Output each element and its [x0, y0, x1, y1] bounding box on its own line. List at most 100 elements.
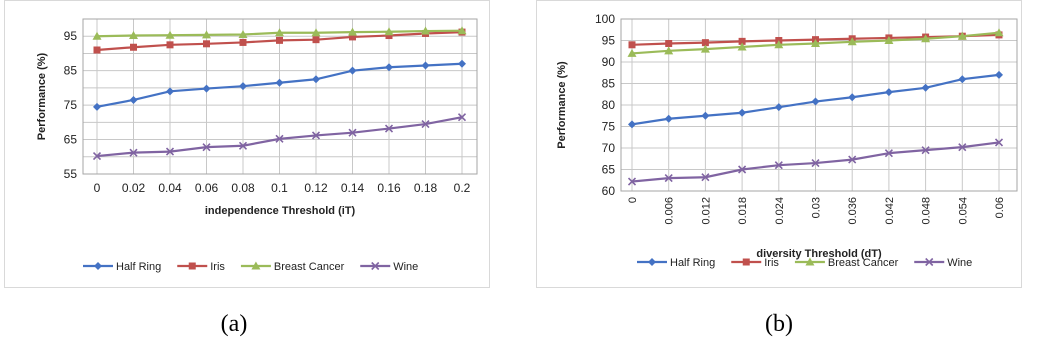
- data-point-breast-cancer: [384, 27, 394, 36]
- x-tick-label: 0.036: [847, 197, 859, 225]
- data-point-iris: [701, 39, 709, 47]
- data-point-half-ring: [93, 102, 101, 111]
- data-point-wine: [92, 152, 102, 161]
- data-point-half-ring: [129, 95, 138, 104]
- data-point-breast-cancer: [811, 39, 820, 48]
- x-tick-label: 0.18: [414, 181, 438, 195]
- legend-marker-breast-cancer: [251, 261, 261, 270]
- y-tick-label: 60: [602, 184, 616, 198]
- data-point-breast-cancer: [700, 44, 710, 53]
- data-point-wine: [994, 138, 1004, 147]
- data-point-breast-cancer: [457, 26, 467, 35]
- y-tick-label: 75: [64, 98, 78, 112]
- legend-label-wine: Wine: [393, 261, 418, 273]
- data-point-half-ring: [458, 59, 466, 68]
- data-point-breast-cancer: [847, 37, 857, 46]
- data-point-wine: [627, 177, 637, 186]
- x-tick-label: 0.08: [231, 181, 255, 195]
- legend-item-wine: Wine: [360, 261, 418, 273]
- plot-area-border: [620, 18, 1018, 192]
- x-tick-label: 0: [627, 197, 639, 203]
- legend-item-breast-cancer: Breast Cancer: [794, 257, 899, 269]
- data-point-wine: [165, 147, 175, 156]
- data-point-wine: [275, 134, 284, 143]
- x-tick-label: 0.006: [664, 197, 676, 225]
- y-tick-label: 55: [64, 167, 78, 181]
- legend-marker-iris: [742, 258, 750, 266]
- data-point-breast-cancer: [921, 34, 931, 43]
- legend-marker-iris: [188, 262, 196, 270]
- data-point-half-ring: [421, 61, 430, 70]
- data-point-iris: [349, 33, 356, 41]
- legend: Half Ring Iris Breast Cancer Wine: [83, 261, 418, 273]
- x-tick-label: 0.14: [341, 181, 365, 195]
- data-point-half-ring: [312, 75, 320, 84]
- x-axis-title: independence Threshold (iT): [205, 205, 356, 217]
- y-tick-label: 65: [602, 163, 616, 177]
- legend: Half Ring Iris Breast Cancer Wine: [637, 257, 972, 269]
- data-point-half-ring: [848, 93, 857, 102]
- data-point-wine: [311, 131, 321, 140]
- data-point-wine: [129, 148, 138, 157]
- data-point-breast-cancer: [774, 40, 784, 49]
- y-axis-title: Performance (%): [36, 52, 48, 140]
- data-point-half-ring: [628, 120, 636, 129]
- x-tick-label: 0.06: [195, 181, 219, 195]
- data-point-breast-cancer: [238, 30, 248, 38]
- x-tick-label: 0.12: [304, 181, 328, 195]
- data-point-breast-cancer: [165, 30, 175, 39]
- legend-item-breast-cancer: Breast Cancer: [240, 261, 345, 273]
- legend-label-breast-cancer: Breast Cancer: [828, 257, 899, 269]
- series-wine: [92, 113, 467, 161]
- data-point-wine: [457, 113, 467, 122]
- x-tick-label: 0.024: [774, 197, 786, 225]
- x-tick-label: 0.012: [700, 197, 712, 225]
- legend-label-breast-cancer: Breast Cancer: [274, 261, 345, 273]
- x-tick-label: 0: [94, 181, 101, 195]
- data-point-half-ring: [884, 88, 893, 97]
- data-point-breast-cancer: [348, 27, 357, 36]
- data-point-half-ring: [239, 82, 247, 91]
- data-point-wine: [848, 155, 857, 164]
- data-point-half-ring: [701, 111, 710, 120]
- data-point-breast-cancer: [884, 36, 894, 44]
- data-point-breast-cancer: [129, 31, 138, 40]
- line-chart-a: 55 65 75 85 95 0 0.02 0.04 0.06 0.08 0.1 0.12 0.14 0.…: [36, 18, 478, 273]
- data-point-wine: [238, 141, 248, 150]
- legend-item-wine: Wine: [914, 257, 972, 269]
- x-tick-label: 0.06: [994, 197, 1006, 218]
- data-point-wine: [884, 149, 893, 158]
- y-tick-label: 95: [602, 34, 616, 48]
- data-point-half-ring: [664, 114, 673, 123]
- data-point-breast-cancer: [994, 28, 1004, 37]
- legend-marker-half-ring: [94, 262, 102, 270]
- data-point-iris: [628, 41, 636, 49]
- data-point-wine: [921, 146, 930, 155]
- data-point-half-ring: [738, 108, 747, 117]
- data-point-wine: [664, 174, 673, 183]
- data-point-iris: [166, 41, 174, 49]
- data-point-breast-cancer: [627, 48, 637, 57]
- data-point-iris: [385, 32, 393, 40]
- data-point-iris: [665, 40, 673, 48]
- y-axis-title: Performance (%): [556, 61, 568, 149]
- data-point-wine: [958, 143, 967, 152]
- y-tick-label: 95: [64, 29, 78, 43]
- data-point-wine: [348, 128, 357, 137]
- legend-item-iris: Iris: [731, 257, 779, 269]
- data-point-iris: [276, 36, 283, 44]
- y-tick-label: 80: [602, 98, 616, 112]
- data-point-iris: [203, 40, 210, 48]
- y-tick-label: 65: [64, 133, 78, 147]
- data-point-half-ring: [202, 84, 211, 93]
- data-point-wine: [202, 143, 211, 152]
- data-point-breast-cancer: [202, 30, 211, 39]
- x-tick-label: 0.054: [957, 197, 969, 225]
- data-point-breast-cancer: [737, 42, 747, 51]
- legend-marker-wine: [925, 257, 934, 267]
- legend-label-wine: Wine: [947, 257, 972, 269]
- x-tick-label: 0.2: [454, 181, 471, 195]
- chart-panel-b: 60 65 70 75 80 85 90 95 100 0 0.006 0.012 0.018 0.024…: [536, 0, 1022, 288]
- x-tick-label: 0.02: [122, 181, 146, 195]
- data-point-breast-cancer: [957, 31, 967, 40]
